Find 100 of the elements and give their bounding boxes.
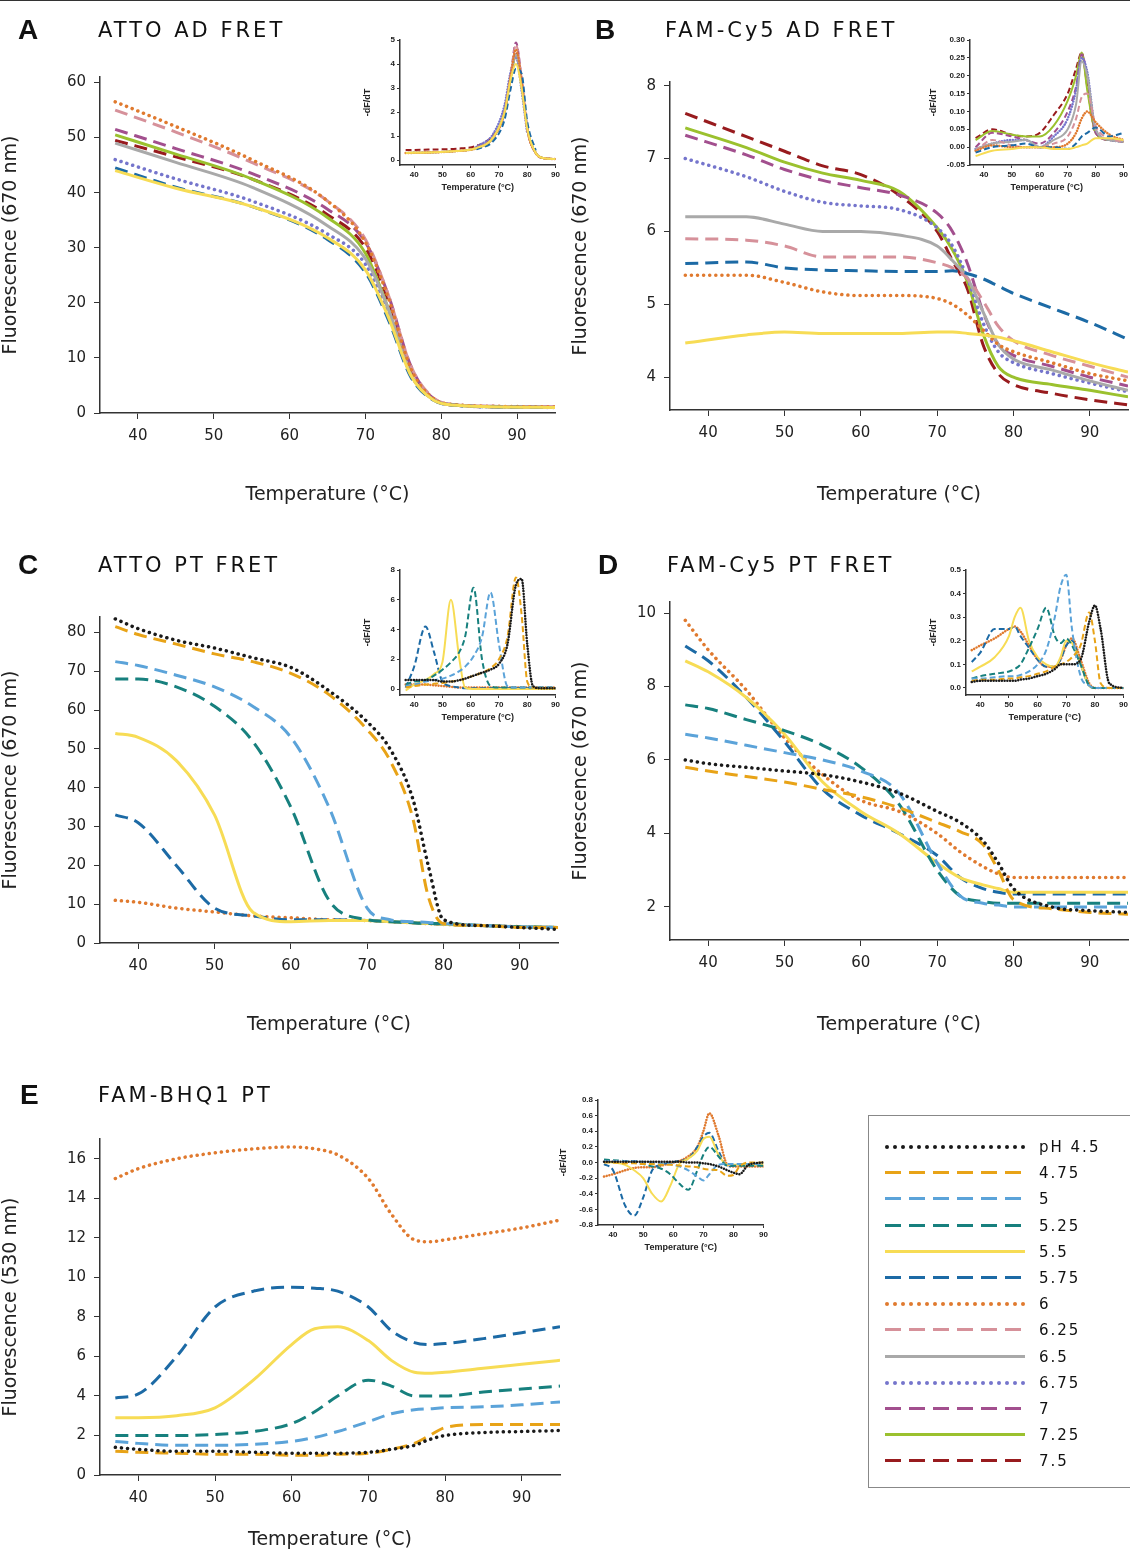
y-tick-label: 60 — [66, 72, 86, 91]
y-tick-label: 10 — [66, 347, 86, 366]
y-tick-label: 0.10 — [949, 106, 966, 116]
y-tick-label: -0.8 — [579, 1220, 594, 1230]
line-series — [113, 1145, 560, 1244]
line-series — [475, 67, 537, 152]
y-tick-label: 5 — [646, 294, 656, 313]
y-tick-label: 0.4 — [949, 588, 962, 598]
y-tick-label: 0 — [390, 684, 396, 694]
y-tick-label: 4 — [390, 624, 396, 634]
y-tick-label: 0 — [76, 402, 86, 421]
x-tick-label: 80 — [522, 700, 533, 709]
line-series — [113, 1378, 560, 1437]
y-tick-label: 20 — [66, 855, 86, 874]
y-tick-label: 0.15 — [949, 88, 966, 98]
y-tick-label: 0.2 — [581, 1142, 594, 1152]
x-tick-label: 60 — [1035, 170, 1045, 179]
y-tick-label: 0.2 — [949, 635, 962, 645]
x-axis-title: Temperature (°C) — [644, 1242, 717, 1253]
x-tick-label: 60 — [851, 422, 871, 441]
line-series — [974, 110, 1124, 152]
y-tick-label: 80 — [66, 622, 86, 641]
y-axis-title: Fluorescence (670 nm) — [0, 670, 21, 890]
x-tick-label: 40 — [128, 425, 148, 444]
line-series — [113, 1400, 560, 1447]
x-tick-label: 60 — [466, 700, 476, 709]
x-tick-label: 50 — [1007, 170, 1017, 179]
y-axis-title: -dF/dT — [927, 88, 938, 117]
y-tick-label: 10 — [636, 602, 656, 621]
y-tick-label: 4 — [646, 367, 656, 386]
y-tick-label: 4 — [646, 823, 656, 842]
x-tick-label: 40 — [975, 700, 986, 709]
x-tick-label: 70 — [357, 955, 377, 974]
line-series — [974, 92, 1124, 152]
line-series — [603, 1159, 764, 1182]
x-tick-label: 60 — [282, 1487, 302, 1506]
line-series — [113, 1285, 560, 1400]
y-tick-label: 0.4 — [581, 1126, 594, 1136]
x-tick-label: 70 — [1061, 700, 1072, 709]
legend-label: 7.5 — [1039, 1452, 1069, 1471]
x-tick-label: 60 — [668, 1230, 679, 1239]
y-tick-label: 5 — [390, 35, 396, 45]
y-tick-label: 0.20 — [949, 70, 966, 80]
y-tick-label: 50 — [66, 127, 86, 146]
legend-label: 6.5 — [1039, 1347, 1069, 1366]
y-tick-label: 8 — [646, 75, 656, 94]
legend-label: 5.5 — [1039, 1242, 1069, 1261]
y-axis-title: Fluorescence (670 nm) — [568, 661, 591, 881]
x-tick-label: 80 — [1090, 700, 1100, 709]
x-tick-label: 50 — [774, 952, 795, 971]
line-series — [683, 732, 1128, 909]
x-tick-label: 40 — [409, 700, 420, 709]
y-tick-label: 16 — [66, 1148, 86, 1167]
y-axis-title: Fluorescence (530 nm) — [0, 1197, 21, 1417]
x-tick-label: 50 — [205, 1487, 225, 1506]
x-tick-label: 50 — [204, 425, 224, 444]
y-tick-label: 0.1 — [949, 659, 962, 669]
x-tick-label: 90 — [512, 1487, 532, 1506]
chart-title: ATTO AD FRET — [98, 18, 286, 42]
y-tick-label: 10 — [66, 894, 86, 913]
x-tick-label: 90 — [1080, 952, 1100, 971]
y-tick-label: 0.00 — [949, 142, 966, 152]
x-tick-label: 50 — [638, 1230, 649, 1239]
x-tick-label: 60 — [851, 952, 871, 971]
text: A — [18, 14, 39, 46]
x-tick-label: 70 — [927, 422, 947, 441]
x-tick-label: 90 — [551, 170, 561, 179]
x-tick-label: 70 — [927, 952, 947, 971]
x-tick-label: 50 — [437, 170, 448, 179]
chart-title: ATTO PT FRET — [98, 553, 281, 577]
text: C — [18, 549, 39, 581]
y-tick-label: 0 — [76, 1464, 86, 1483]
y-tick-label: 3 — [390, 83, 396, 93]
line-series — [683, 237, 1128, 379]
line-series — [683, 273, 1128, 383]
y-tick-label: 4 — [390, 59, 396, 69]
legend-label: 7.25 — [1039, 1426, 1081, 1445]
x-tick-label: 70 — [355, 425, 375, 444]
x-tick-label: 80 — [1003, 952, 1024, 971]
legend-label: 6 — [1039, 1295, 1051, 1314]
x-tick-label: 70 — [358, 1487, 378, 1506]
x-tick-label: 90 — [510, 955, 530, 974]
y-tick-label: 7 — [646, 148, 656, 167]
y-tick-label: 6 — [646, 749, 656, 768]
x-axis-title: Temperature (°C) — [816, 481, 981, 504]
y-tick-label: 30 — [66, 816, 86, 835]
x-tick-label: 80 — [1091, 170, 1101, 179]
x-tick-label: 90 — [759, 1230, 769, 1239]
text: B — [595, 14, 616, 46]
x-axis-title: Temperature (°C) — [246, 1011, 411, 1034]
x-tick-label: 70 — [698, 1230, 709, 1239]
line-series — [602, 1112, 764, 1178]
x-tick-label: 40 — [608, 1230, 619, 1239]
legend-label: 5 — [1039, 1190, 1051, 1209]
y-tick-label: 2 — [646, 896, 656, 915]
y-tick-label: 50 — [66, 738, 86, 757]
x-tick-label: 40 — [979, 170, 989, 179]
y-tick-label: 0.6 — [581, 1110, 594, 1120]
x-tick-label: 40 — [698, 422, 718, 441]
y-tick-label: 1 — [390, 131, 396, 141]
